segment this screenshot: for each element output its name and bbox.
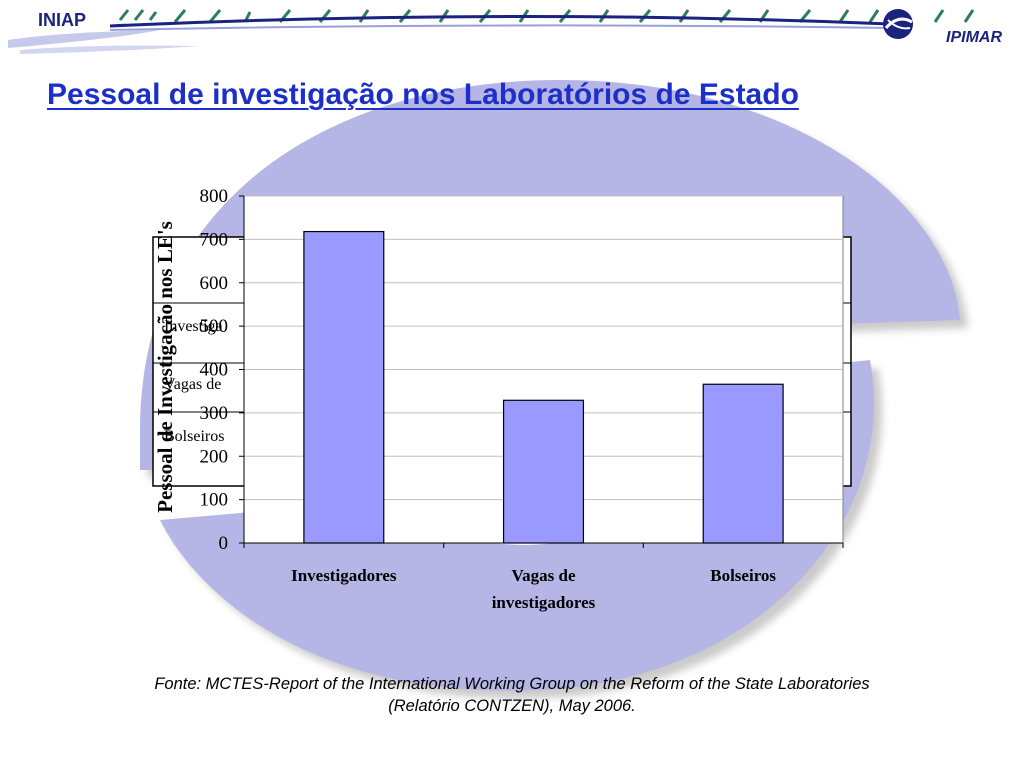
bar [303, 230, 385, 544]
y-axis-ticks: 0 100 200 300 400 500 600 700 800 [200, 186, 244, 554]
bar [702, 383, 784, 544]
y-tick-label: 0 [219, 533, 229, 554]
iniap-logo: INIAP [38, 10, 87, 30]
x-axis-labels: Investigadores Vagas de investigadores Bols… [243, 543, 844, 612]
x-tick-label: Bolseiros [710, 566, 776, 585]
y-tick-label: 200 [200, 446, 229, 467]
y-tick-label: 500 [200, 316, 229, 337]
x-tick-label: Investigadores [291, 566, 397, 585]
ipimar-logo: IPIMAR [946, 29, 1002, 46]
ipimar-emblem-icon [883, 9, 913, 39]
y-tick-label: 700 [200, 229, 229, 250]
legend-entry: Bolseiros [164, 428, 224, 445]
source-line-2: (Relatório CONTZEN), May 2006. [388, 697, 636, 715]
legend-entry: Vagas de [164, 376, 221, 393]
y-tick-label: 800 [200, 186, 229, 207]
y-tick-label: 300 [200, 403, 229, 424]
y-axis-label: Pessoal de Investigação nos LE's [153, 221, 177, 513]
bar [502, 399, 585, 544]
bars [303, 230, 784, 544]
legend-entry: Investiga [164, 318, 223, 335]
slide-title: Pessoal de investigação nos Laboratórios… [47, 78, 799, 111]
source-note: Fonte: MCTES-Report of the International… [40, 673, 984, 717]
x-tick-label: investigadores [492, 593, 596, 612]
y-tick-label: 600 [200, 273, 229, 294]
source-line-1: Fonte: MCTES-Report of the International… [154, 675, 870, 693]
y-tick-label: 400 [200, 360, 229, 381]
x-tick-label: Vagas de [511, 566, 576, 585]
y-tick-label: 100 [200, 490, 229, 511]
